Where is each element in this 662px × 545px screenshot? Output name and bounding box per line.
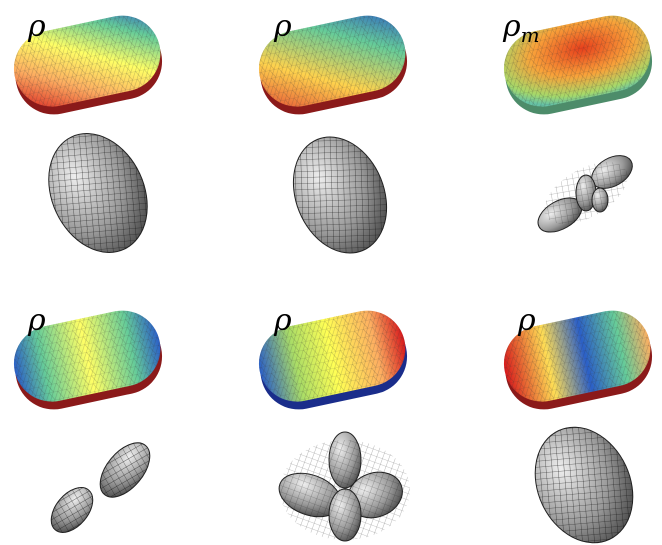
figure-canvas: ρ ρ ρm ρ ρ ρ bbox=[0, 0, 662, 545]
lobe-2 bbox=[277, 123, 404, 267]
panel-label: ρ bbox=[273, 303, 292, 338]
lobe-1 bbox=[30, 117, 166, 268]
lobe-5 bbox=[273, 432, 410, 541]
figure: ρ ρ ρm ρ ρ ρ bbox=[0, 0, 662, 545]
lobe-6 bbox=[517, 411, 651, 545]
panel-label-main: ρ bbox=[502, 9, 521, 44]
panel-label: ρ bbox=[27, 9, 46, 44]
panel-label: ρ bbox=[517, 303, 536, 338]
lobe-3 bbox=[532, 149, 638, 239]
lobe-4 bbox=[43, 434, 159, 540]
panel-label-subscript: m bbox=[521, 23, 540, 47]
panel-label: ρm bbox=[502, 9, 540, 47]
panel-label: ρ bbox=[273, 9, 292, 44]
panel-label: ρ bbox=[27, 303, 46, 338]
